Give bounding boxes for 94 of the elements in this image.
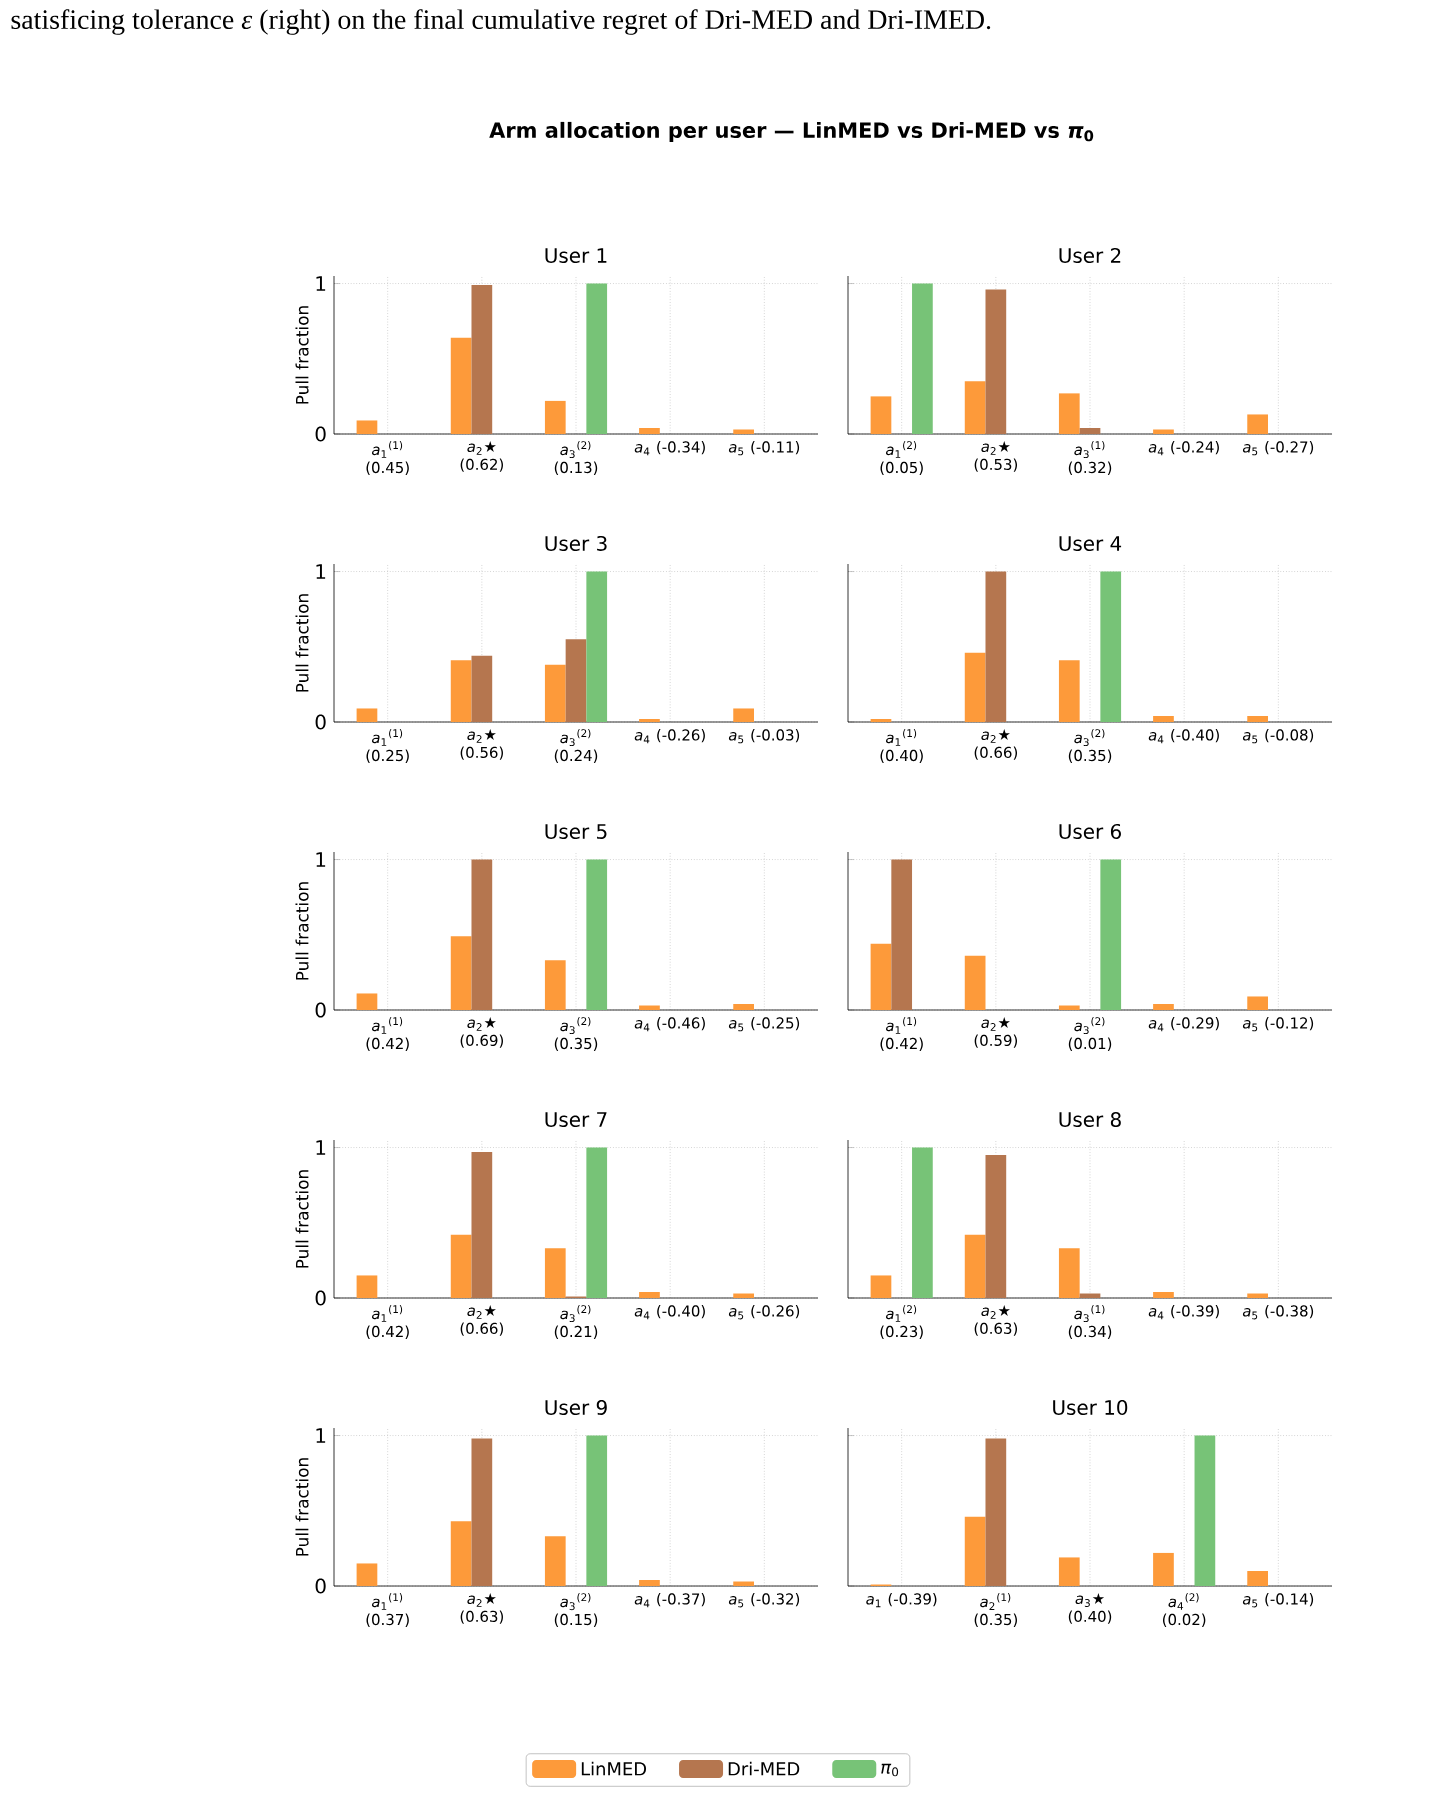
bar: [471, 1438, 493, 1587]
chart-title: User 9: [545, 1399, 607, 1416]
bar: [985, 289, 1007, 435]
bar: [1058, 1248, 1080, 1299]
bar: [639, 1580, 660, 1587]
bar: [586, 283, 608, 435]
bar: [544, 960, 566, 1011]
chart-title: User 8: [1059, 1111, 1121, 1128]
bar: [733, 429, 754, 435]
bar: [964, 1234, 986, 1299]
y-tick-label: 1: [316, 564, 326, 579]
bar: [1058, 393, 1080, 435]
chart-title: User 7: [545, 1112, 607, 1128]
bar: [586, 571, 608, 723]
y-axis-title: Pull fraction: [295, 306, 309, 404]
bar: [964, 381, 986, 435]
y-axis-title: Pull fraction: [295, 594, 309, 692]
bar: [1153, 1292, 1174, 1299]
bar: [985, 571, 1007, 723]
bar: [985, 1438, 1007, 1587]
bar: [733, 1003, 754, 1011]
bar: [1153, 715, 1174, 723]
bar: [912, 1147, 933, 1299]
bar: [450, 1234, 472, 1299]
chart-title: User 10: [1053, 1399, 1128, 1416]
bar: [639, 427, 660, 435]
bar: [356, 1563, 378, 1587]
bar: [450, 936, 472, 1011]
bar: [1153, 1552, 1174, 1587]
chart-title: User 1: [545, 248, 607, 264]
bar: [544, 1536, 566, 1587]
bar: [964, 955, 986, 1011]
bar: [586, 859, 608, 1011]
bar: [544, 400, 566, 435]
y-tick-label: 0: [315, 714, 326, 730]
y-axis-title: Pull fraction: [295, 1458, 309, 1556]
chart-title: User 2: [1059, 247, 1121, 264]
chart-title: User 3: [545, 535, 607, 552]
y-axis-title: Pull fraction: [295, 1170, 309, 1268]
y-axis-title: Pull fraction: [295, 882, 309, 980]
bar: [639, 1292, 660, 1299]
chart-title: User 4: [1059, 536, 1122, 552]
bar: [733, 708, 754, 723]
bar: [1247, 414, 1268, 435]
bar: [964, 652, 986, 723]
y-tick-label: 1: [316, 852, 326, 867]
bar: [471, 655, 493, 723]
bar: [1247, 996, 1268, 1011]
bar: [1058, 660, 1080, 723]
legend-label: π$_{0}$: [881, 1763, 899, 1777]
bar: [471, 859, 493, 1011]
bar: [471, 1152, 493, 1299]
bar: [870, 396, 892, 435]
legend-label: LinMED: [581, 1761, 647, 1776]
bar: [356, 708, 378, 723]
bar: [870, 1275, 892, 1299]
bar: [964, 1516, 986, 1587]
bar: [544, 1248, 566, 1299]
bar: [544, 664, 566, 723]
y-tick-label: 0: [315, 1578, 326, 1594]
bar: [891, 859, 913, 1011]
bar: [450, 337, 472, 435]
bar: [586, 1435, 608, 1587]
bar: [356, 420, 378, 435]
bar: [1100, 859, 1122, 1011]
bar: [1100, 571, 1122, 723]
bar: [1247, 715, 1268, 723]
bar: [586, 1147, 608, 1299]
bar: [1194, 1435, 1216, 1587]
text: satisficing tolerance ε (right) on the final cumulative regret of Dri-MED and Dri-IMED.: [11, 9, 991, 35]
y-tick-label: 1: [316, 276, 326, 291]
bar: [1247, 1570, 1268, 1587]
bar: [1153, 1003, 1174, 1011]
chart-title: User 5: [545, 824, 607, 840]
bar: [565, 639, 587, 723]
bar: [450, 660, 472, 723]
bar: [1058, 1557, 1080, 1587]
bar: [356, 993, 378, 1011]
y-tick-label: 0: [315, 1002, 326, 1018]
bar: [1153, 429, 1174, 435]
y-tick-label: 1: [316, 1428, 326, 1443]
y-tick-label: 1: [316, 1140, 326, 1155]
y-tick-label: 0: [315, 1290, 326, 1306]
legend-label: Dri-MED: [728, 1761, 800, 1776]
bar: [870, 943, 892, 1011]
bar: [356, 1275, 378, 1299]
y-tick-label: 0: [315, 426, 326, 442]
bar: [450, 1521, 472, 1587]
bar: [912, 283, 933, 435]
bar: [1079, 427, 1101, 435]
chart-title: User 6: [1059, 823, 1121, 840]
bar: [985, 1155, 1007, 1299]
text: Arm allocation per user — LinMED vs Dri-MED vs π$_{0}$: [489, 121, 1094, 143]
bar: [471, 285, 493, 435]
